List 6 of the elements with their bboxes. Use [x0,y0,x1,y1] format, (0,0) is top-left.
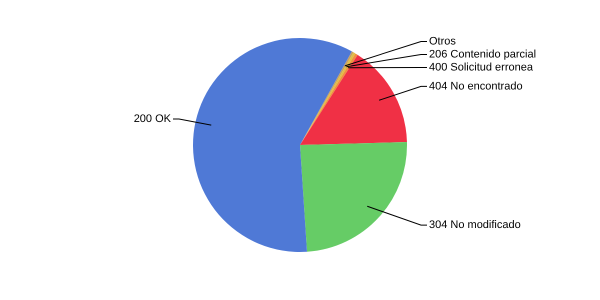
slice-label: 304 No modificado [429,219,521,232]
slice-label: 400 Solicitud erronea [429,62,534,74]
slice-label: Otros [429,36,456,48]
slice-label: 200 OK [134,113,172,126]
slice-label: 206 Contenido parcial [429,48,536,60]
slice-label: 404 No encontrado [429,80,523,92]
